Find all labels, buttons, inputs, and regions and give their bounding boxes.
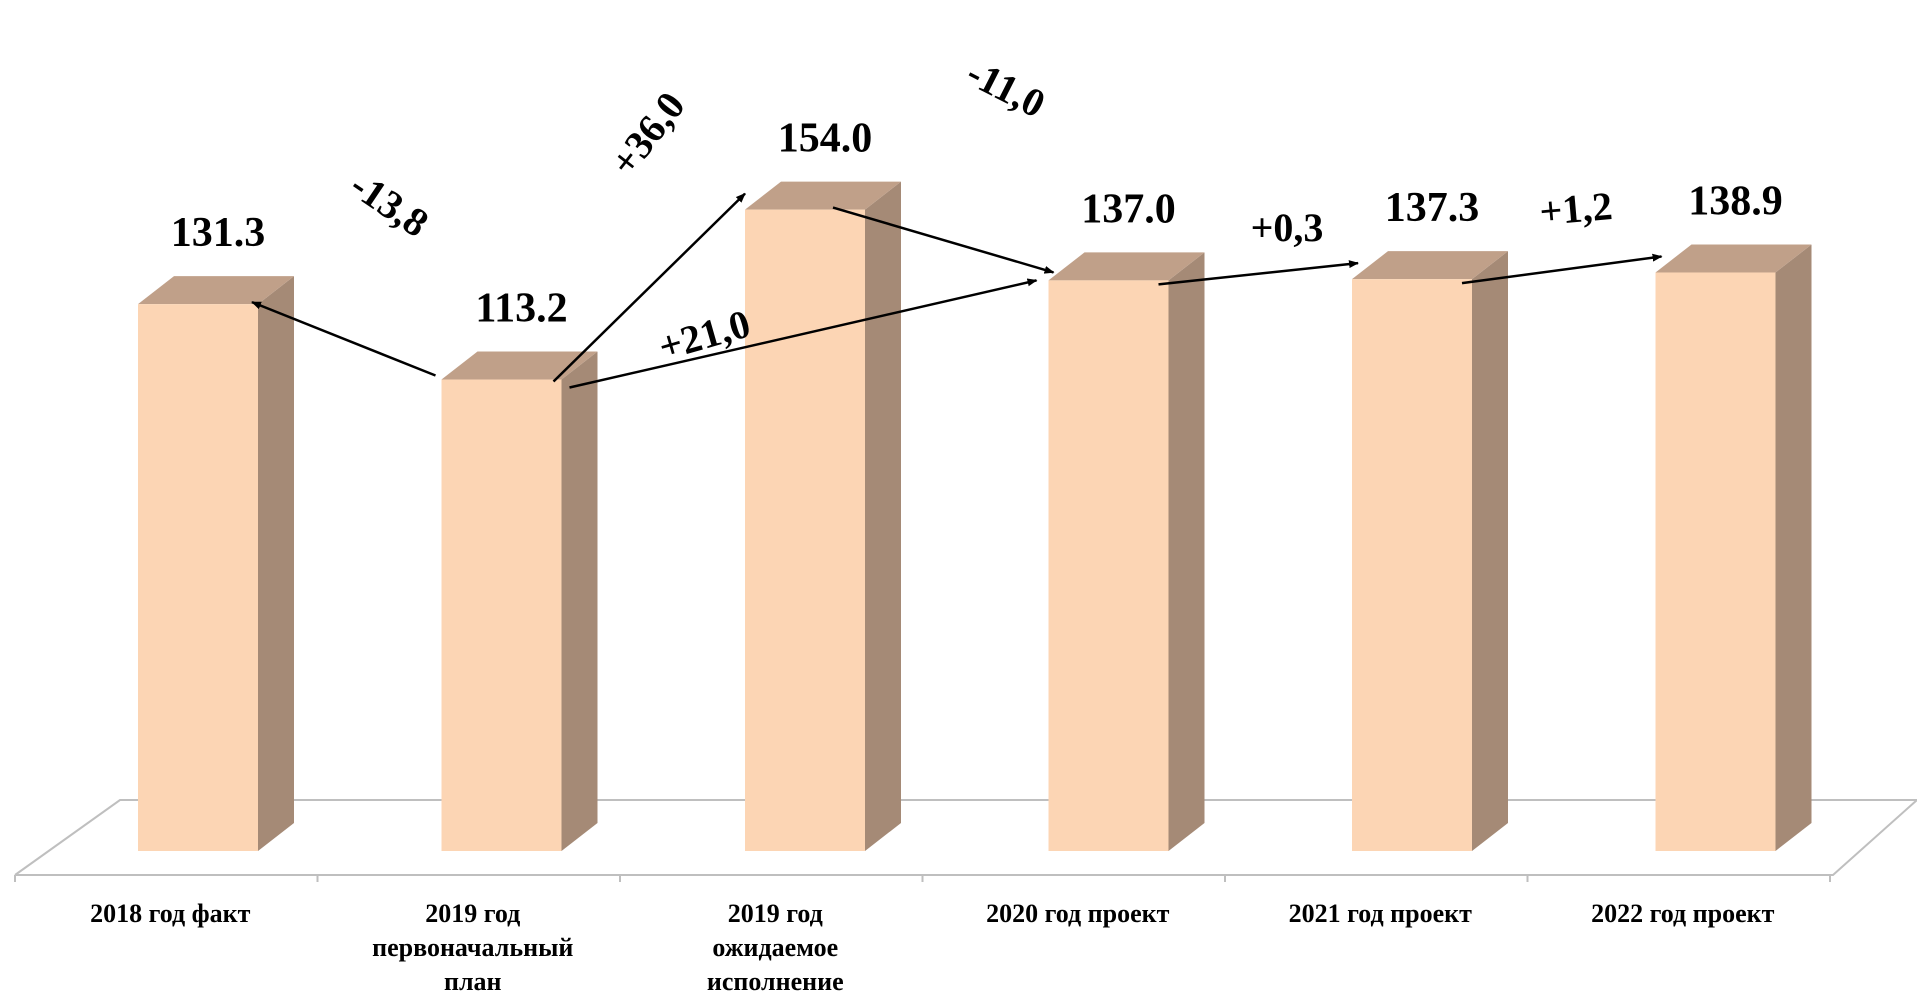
bar-top (1048, 252, 1205, 281)
change-arrow (569, 278, 1038, 389)
category-label: 2019 год первоначальный план (372, 899, 574, 996)
bar-side (1168, 252, 1205, 851)
value-labels: 131.3 113.2 154.0 137.0 137.3 138.9 (171, 116, 1783, 332)
bar-top (138, 276, 294, 305)
value-label: 137.0 (1081, 186, 1176, 232)
category-label: 2020 год проект (986, 899, 1170, 928)
bar (745, 181, 901, 852)
bar-front (138, 304, 258, 851)
change-arrows (251, 192, 1663, 389)
bar-top (441, 351, 598, 380)
bar (1352, 251, 1508, 851)
category-label: 2018 год факт (90, 899, 251, 928)
change-label: +0,3 (1251, 205, 1324, 250)
change-arrow (251, 300, 436, 377)
bar-side (561, 351, 598, 851)
bar-top (1655, 244, 1812, 273)
bar (138, 276, 294, 851)
floor-back-edge (14, 799, 1917, 876)
bar-side (865, 181, 901, 852)
change-arrow (552, 192, 746, 383)
bar-side (1472, 251, 1508, 851)
value-label: 131.3 (171, 210, 266, 256)
value-label: 138.9 (1688, 178, 1783, 224)
change-label: +1,2 (1538, 183, 1614, 234)
change-label: -11,0 (960, 50, 1053, 127)
category-label: 2021 год проект (1288, 899, 1472, 928)
change-arrow (1158, 260, 1359, 286)
value-label: 113.2 (475, 286, 567, 332)
change-label: -13,8 (342, 162, 436, 246)
change-label: +36,0 (601, 83, 694, 184)
bar-side (258, 276, 294, 851)
value-label: 154.0 (778, 116, 873, 162)
change-arrow (1461, 253, 1663, 285)
bar-front (1655, 272, 1776, 851)
bar-top (745, 181, 901, 210)
bar-front (1352, 279, 1472, 851)
change-label: +21,0 (653, 301, 755, 370)
bar-front (441, 379, 562, 851)
bar (1048, 252, 1205, 851)
category-label: 2019 год ожидаемое исполнение (706, 899, 844, 996)
change-arrow (832, 206, 1055, 274)
bar-top (1352, 251, 1508, 280)
bar-front (1048, 280, 1169, 851)
bar-side (1775, 244, 1812, 851)
category-label: 2022 год проект (1591, 899, 1775, 928)
bar (1655, 244, 1812, 851)
bar-series (138, 181, 1812, 852)
bar-front (745, 209, 865, 852)
value-label: 137.3 (1385, 185, 1480, 231)
floor-front-edge (15, 799, 1917, 876)
chart-floor (14, 799, 1917, 882)
bar (441, 351, 598, 851)
